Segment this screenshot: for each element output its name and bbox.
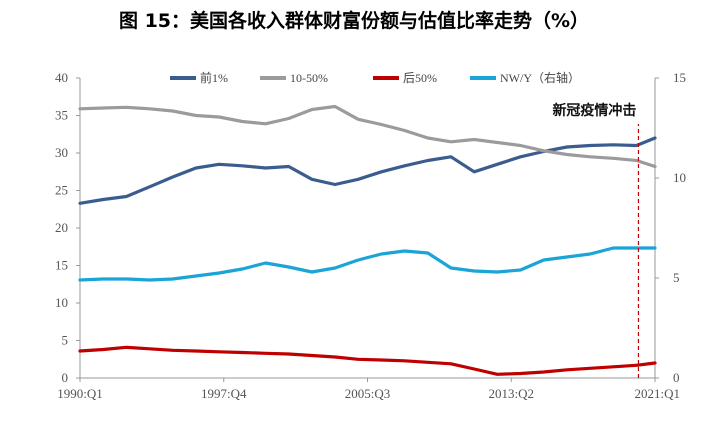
- legend-label-3: NW/Y（右轴）: [500, 70, 580, 85]
- x-tick-label: 2021:Q1: [635, 386, 681, 401]
- left-tick-label: 5: [62, 333, 69, 348]
- left-tick-label: 30: [55, 145, 68, 160]
- right-tick-label: 5: [673, 270, 680, 285]
- series-line-3: [78, 246, 657, 282]
- series-line-2: [78, 345, 657, 376]
- chart-title: 图 15：美国各收入群体财富份额与估值比率走势（%）: [118, 10, 590, 32]
- left-tick-label: 20: [55, 220, 68, 235]
- x-tick-label: 1990:Q1: [57, 386, 103, 401]
- series-line-0: [78, 136, 657, 205]
- left-tick-label: 25: [55, 183, 68, 198]
- left-tick-label: 10: [55, 295, 68, 310]
- x-tick-label: 2013:Q2: [489, 386, 535, 401]
- legend-label-0: 前1%: [200, 70, 228, 85]
- right-tick-label: 15: [673, 70, 686, 85]
- left-tick-label: 15: [55, 258, 68, 273]
- right-tick-label: 10: [673, 170, 686, 185]
- left-tick-label: 40: [55, 70, 68, 85]
- left-tick-label: 0: [62, 370, 69, 385]
- annotation-label: 新冠疫情冲击: [552, 102, 636, 119]
- series-line-1: [78, 104, 657, 169]
- x-tick-label: 1997:Q4: [201, 386, 247, 401]
- right-tick-label: 0: [673, 370, 680, 385]
- legend-label-2: 后50%: [403, 71, 437, 85]
- left-tick-label: 35: [55, 108, 68, 123]
- legend-label-1: 10-50%: [290, 71, 328, 85]
- x-tick-label: 2005:Q3: [345, 386, 391, 401]
